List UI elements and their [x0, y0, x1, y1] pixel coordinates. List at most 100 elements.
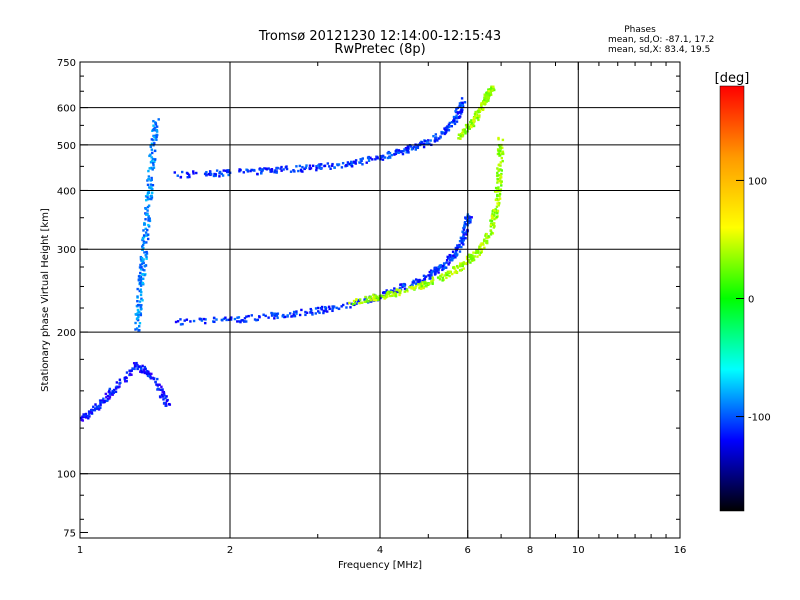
scatter-point: [486, 236, 489, 239]
scatter-point: [426, 139, 430, 142]
scatter-point: [146, 205, 150, 209]
scatter-point: [367, 300, 370, 303]
scatter-point: [459, 101, 463, 105]
scatter-point: [483, 93, 487, 97]
scatter-point: [159, 388, 162, 392]
scatter-point: [487, 90, 490, 93]
scatter-point: [445, 276, 448, 280]
scatter-point: [329, 167, 332, 170]
scatter-point: [472, 119, 475, 122]
scatter-point: [405, 149, 408, 152]
scatter-point: [436, 276, 440, 279]
scatter-point: [364, 295, 367, 299]
scatter-point: [108, 397, 111, 400]
scatter-point: [489, 219, 492, 222]
scatter-point: [147, 198, 150, 201]
scatter-point: [304, 313, 307, 317]
scatter-point: [136, 299, 139, 303]
scatter-point: [145, 255, 148, 258]
scatter-point: [498, 197, 502, 200]
scatter-point: [139, 263, 142, 267]
scatter-point: [215, 318, 218, 321]
scatter-point: [87, 410, 91, 413]
scatter-point: [250, 168, 253, 172]
scatter-point: [375, 295, 378, 299]
scatter-point: [146, 233, 150, 236]
scatter-point: [498, 177, 502, 180]
scatter-point: [131, 367, 134, 370]
scatter-point: [403, 284, 406, 288]
scatter-point: [133, 363, 137, 366]
scatter-point: [365, 161, 368, 164]
y-tick-label: 200: [57, 328, 76, 339]
scatter-point: [205, 170, 208, 174]
scatter-point: [128, 369, 131, 372]
scatter-point: [455, 107, 458, 111]
scatter-point: [395, 151, 398, 154]
scatter-point: [433, 140, 437, 143]
scatter-point: [214, 174, 217, 178]
scatter-point: [140, 256, 144, 260]
scatter-point: [148, 217, 151, 220]
scatter-point: [496, 174, 499, 177]
scatter-point: [300, 308, 303, 312]
scatter-point: [281, 315, 284, 318]
scatter-point: [490, 85, 493, 89]
scatter-point: [155, 138, 158, 141]
scatter-point: [429, 277, 432, 280]
scatter-point: [460, 105, 463, 108]
scatter-point: [447, 263, 450, 266]
scatter-point: [492, 216, 495, 219]
scatter-point: [108, 395, 112, 399]
scatter-point: [282, 313, 285, 317]
scatter-point: [482, 101, 486, 104]
scatter-point: [323, 164, 326, 168]
scatter-point: [103, 400, 106, 404]
scatter-point: [490, 214, 494, 218]
scatter-point: [463, 222, 467, 225]
scatter-point: [214, 173, 218, 176]
scatter-point: [143, 269, 146, 272]
scatter-point: [478, 114, 481, 117]
scatter-point: [477, 109, 480, 112]
scatter-point: [420, 284, 423, 288]
scatter-point: [212, 316, 216, 320]
scatter-point: [363, 300, 367, 303]
scatter-point: [482, 100, 486, 103]
scatter-point: [142, 369, 146, 372]
scatter-point: [394, 295, 398, 298]
scatter-point: [491, 232, 495, 235]
scatter-point: [139, 312, 143, 315]
scatter-point: [125, 379, 128, 383]
scatter-point: [146, 209, 149, 212]
scatter-point: [453, 122, 457, 126]
scatter-point: [461, 131, 464, 135]
scatter-point: [133, 365, 137, 368]
scatter-points: [79, 85, 505, 422]
scatter-point: [102, 397, 105, 400]
scatter-point: [445, 129, 448, 132]
scatter-point: [260, 172, 263, 175]
scatter-point: [108, 389, 111, 392]
scatter-point: [367, 157, 370, 160]
scatter-point: [485, 100, 488, 103]
scatter-point: [139, 305, 142, 309]
scatter-point: [372, 295, 376, 299]
scatter-point: [174, 320, 178, 324]
scatter-point: [137, 329, 140, 332]
scatter-point: [107, 390, 111, 394]
scatter-point: [398, 288, 401, 292]
scatter-point: [139, 278, 143, 281]
scatter-point: [142, 240, 146, 243]
scatter-point: [457, 244, 461, 248]
scatter-point: [141, 245, 144, 248]
scatter-point: [213, 172, 216, 176]
scatter-point: [275, 167, 279, 170]
scatter-point: [402, 149, 405, 153]
scatter-point: [150, 156, 153, 159]
scatter-point: [202, 317, 206, 321]
scatter-point: [499, 188, 503, 191]
scatter-point: [463, 101, 467, 104]
scatter-point: [435, 269, 439, 273]
